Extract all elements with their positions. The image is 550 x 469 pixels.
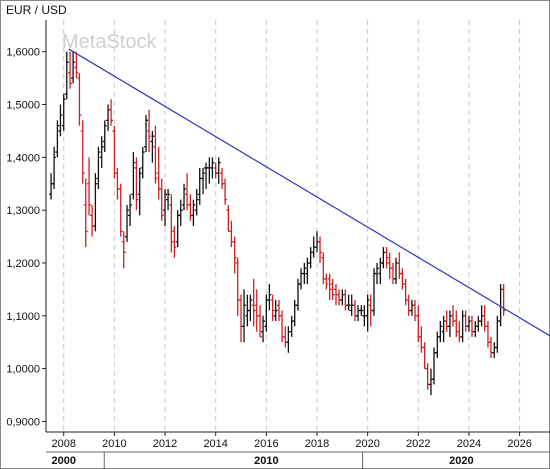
ohlc-bar (302, 262, 307, 285)
y-tick-label: 1,5000 (6, 100, 40, 112)
ohlc-bar (273, 299, 278, 322)
x-tick-label: 2014 (203, 438, 227, 450)
ohlc-bar (153, 125, 158, 184)
y-tick-label: 1,3000 (6, 205, 40, 217)
ohlc-bar (77, 72, 82, 126)
ohlc-bar (324, 273, 329, 290)
ohlc-bar (96, 146, 101, 190)
ohlc-bar (68, 51, 73, 89)
ohlc-bar (242, 289, 247, 343)
ohlc-bar (194, 189, 199, 216)
ohlc-bar (140, 146, 145, 179)
ohlc-bar (147, 109, 152, 153)
ohlc-bar (267, 284, 272, 311)
ohlc-bar (52, 146, 57, 190)
ohlc-bar (102, 120, 107, 153)
x-tick-label: 2020 (355, 438, 379, 450)
ohlc-bar (232, 236, 237, 274)
ohlc-bar (346, 294, 351, 311)
ohlc-bar (159, 178, 164, 221)
y-tick-label: 1,6000 (6, 47, 40, 59)
ohlc-bar (248, 294, 253, 322)
decade-label: 2020 (449, 455, 473, 467)
ohlc-bar (251, 278, 256, 327)
price-bars (49, 51, 506, 396)
ohlc-bar (178, 199, 183, 226)
y-tick-label: 1,4000 (6, 152, 40, 164)
y-axis: 0,9000 1,0000 1,1000 1,2000 1,3000 1,4000 1,50… (6, 47, 46, 428)
ohlc-bar (144, 115, 149, 153)
y-tick-label: 0,9000 (6, 416, 40, 428)
ohlc-bar (80, 120, 85, 184)
ohlc-bar (166, 189, 171, 211)
ohlc-bar (74, 51, 79, 79)
x-tick-label: 2018 (305, 438, 329, 450)
ohlc-bar (118, 183, 123, 237)
ohlc-bar (172, 226, 177, 258)
grid-lines (63, 20, 521, 432)
y-tick-label: 1,0000 (6, 364, 40, 376)
ohlc-bar (58, 104, 63, 137)
watermark-text: MetaStock (62, 31, 157, 53)
ohlc-bar (210, 157, 215, 179)
ohlc-bar (438, 321, 443, 343)
ohlc-bar (330, 278, 335, 300)
ohlc-bar (270, 294, 275, 322)
ohlc-bar (327, 273, 332, 300)
ohlc-bar (121, 231, 126, 269)
ohlc-bar (258, 305, 263, 338)
ohlc-bar (359, 305, 364, 316)
ohlc-bar (384, 247, 389, 269)
ohlc-bar (64, 51, 69, 100)
x-tick-label: 2024 (457, 438, 481, 450)
ohlc-bar (223, 178, 228, 205)
decade-label: 2010 (254, 455, 278, 467)
ohlc-bar (216, 157, 221, 184)
ohlc-bar (83, 178, 88, 248)
ohlc-bar (55, 120, 60, 158)
ohlc-bar (318, 236, 323, 263)
ohlc-bar (71, 51, 76, 84)
ohlc-bar (61, 93, 66, 131)
ohlc-bar (125, 204, 130, 242)
ohlc-bar (150, 130, 155, 163)
ohlc-bar (99, 136, 104, 168)
x-tick-label: 2010 (102, 438, 126, 450)
ohlc-bar (191, 199, 196, 226)
x-tick-label: 2022 (406, 438, 430, 450)
decade-label: 2000 (51, 455, 75, 467)
ohlc-bar (261, 315, 266, 343)
ohlc-bar (365, 294, 370, 332)
ohlc-bar (375, 262, 380, 285)
y-tick-label: 1,2000 (6, 258, 40, 270)
ohlc-bar (131, 152, 136, 200)
chart-title: EUR / USD (6, 3, 67, 17)
ohlc-bar (501, 284, 506, 316)
x-tick-label: 2008 (51, 438, 75, 450)
ohlc-bar (134, 157, 139, 211)
x-tick-label: 2016 (254, 438, 278, 450)
ohlc-bar (201, 167, 206, 195)
ohlc-bar (182, 183, 187, 211)
x-tick-label: 2012 (153, 438, 177, 450)
ohlc-bar (93, 173, 98, 232)
ohlc-bar (109, 99, 114, 126)
ohlc-bar (128, 194, 133, 226)
ohlc-bar (87, 157, 92, 216)
trend-line (68, 48, 550, 337)
ohlc-bar (163, 189, 168, 226)
ohlc-bar (169, 194, 174, 253)
ohlc-bar (137, 167, 142, 216)
x-tick-label: 2026 (507, 438, 531, 450)
x-axis: 2008 2010 2012 2014 2016 2018 2020 2022 2024 2026… (46, 432, 550, 469)
y-tick-label: 1,1000 (6, 311, 40, 323)
